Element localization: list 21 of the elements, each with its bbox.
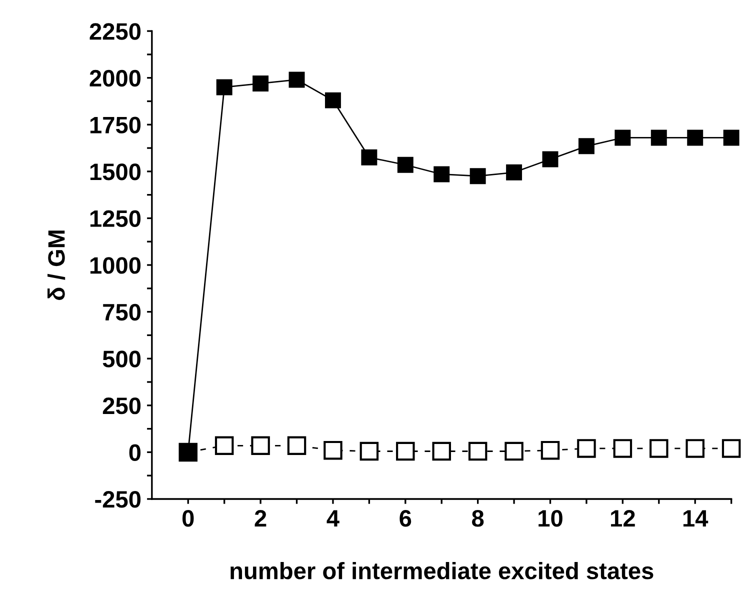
x-tick-label: 2 [254, 510, 266, 527]
y-axis-title: δ / GM [48, 230, 66, 300]
x-tick-label: 12 [611, 510, 635, 527]
y-tick-label: 0 [129, 444, 141, 461]
y-tick-label: 1750 [90, 116, 141, 134]
y-tick-label: 2000 [90, 70, 141, 87]
x-axis-title: number of intermediate excited states [230, 562, 654, 580]
y-tick-label: -250 [95, 491, 141, 508]
y-tick-label: 2250 [90, 23, 141, 40]
x-tick-label: 6 [400, 510, 412, 527]
x-tick-label: 14 [683, 510, 708, 527]
y-tick-label: 250 [102, 397, 141, 414]
x-tick-label: 4 [326, 510, 340, 527]
y-tick-label: 1250 [90, 210, 141, 228]
y-tick-label: 500 [102, 350, 141, 368]
y-tick-label: 1000 [90, 257, 141, 274]
x-tick-label: 0 [182, 510, 194, 527]
y-tick-label: 750 [103, 304, 141, 321]
y-tick-label: 1500 [90, 164, 141, 180]
x-tick-label: 10 [538, 510, 562, 527]
x-tick-label: 8 [472, 510, 484, 527]
